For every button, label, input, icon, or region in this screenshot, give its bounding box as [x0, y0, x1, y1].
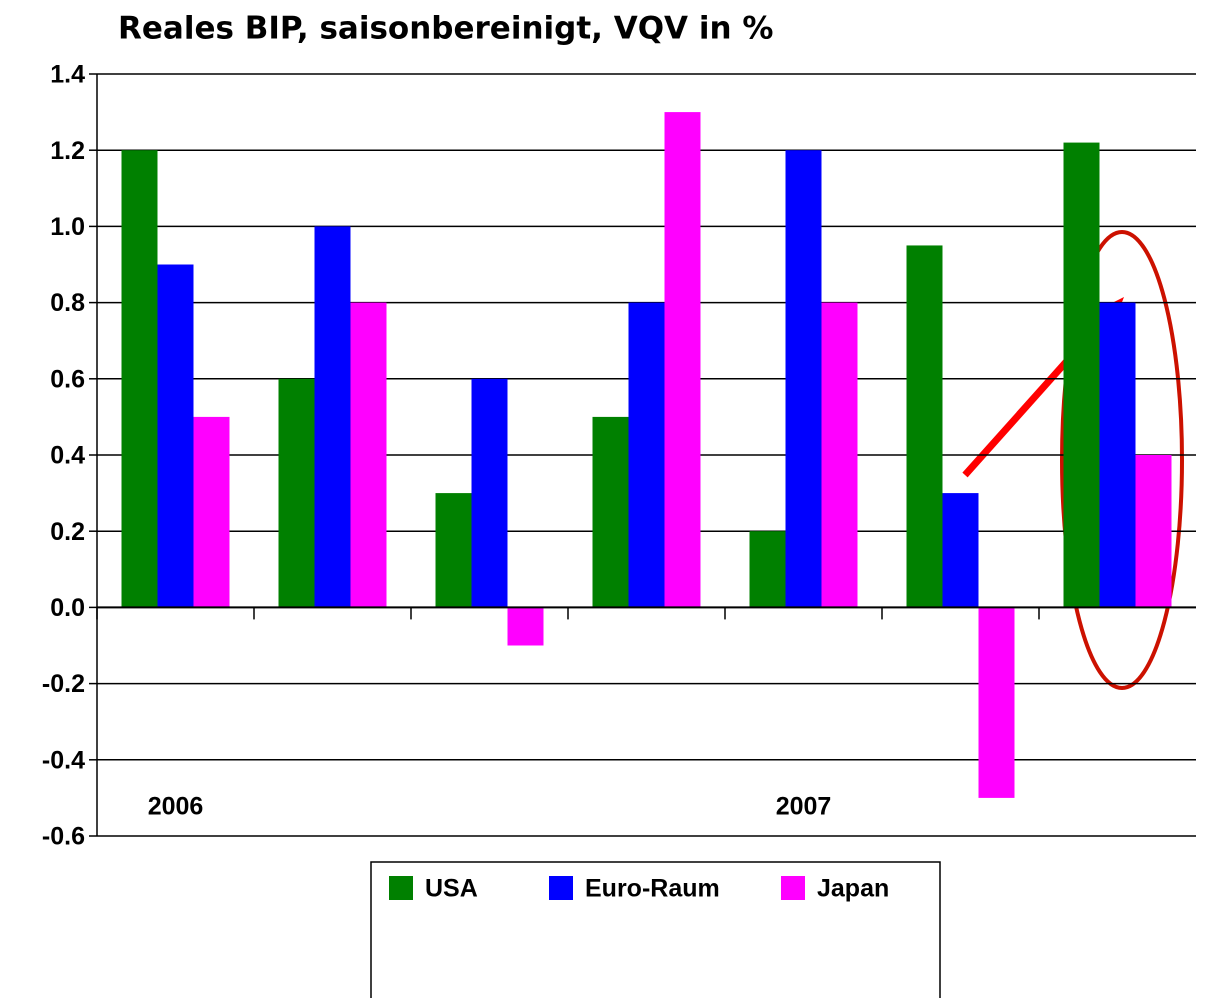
bar	[592, 416, 629, 608]
legend-label: Euro-Raum	[585, 875, 720, 903]
bar	[749, 531, 786, 608]
bar	[664, 112, 701, 608]
bar	[314, 226, 351, 608]
bar	[785, 150, 822, 608]
y-tick-label: 1.4	[50, 61, 85, 89]
highlight-ellipse	[1060, 230, 1184, 690]
x-tick-label: 2006	[148, 793, 204, 821]
y-tick-label: -0.4	[42, 746, 85, 774]
bar	[435, 493, 472, 608]
y-tick-label: 0.4	[50, 442, 85, 470]
y-tick-label: 0.0	[50, 594, 85, 622]
bar	[157, 264, 194, 608]
y-tick-label: 0.2	[50, 518, 85, 546]
bar	[278, 378, 315, 608]
bar	[821, 302, 858, 608]
chart-title: Reales BIP, saisonbereinigt, VQV in %	[118, 11, 773, 47]
bar	[906, 245, 943, 608]
y-tick-label: 1.2	[50, 137, 85, 165]
bar	[942, 493, 979, 608]
bar	[1099, 302, 1136, 608]
bar	[471, 378, 508, 608]
legend-label: Japan	[817, 875, 889, 903]
bar	[1135, 455, 1172, 608]
bar	[628, 302, 665, 608]
y-tick-label: -0.2	[42, 670, 85, 698]
bar	[507, 607, 544, 646]
legend-swatch	[781, 876, 805, 900]
y-tick-label: -0.6	[42, 823, 85, 851]
legend-label: USA	[425, 875, 478, 903]
bar	[350, 302, 387, 608]
bar	[978, 607, 1015, 798]
y-tick-label: 1.0	[50, 213, 85, 241]
bar	[1063, 142, 1100, 608]
legend-swatch	[549, 876, 573, 900]
bar	[193, 416, 230, 608]
y-tick-label: 0.6	[50, 365, 85, 393]
legend-swatch	[389, 876, 413, 900]
legend-box	[370, 861, 941, 998]
x-tick-label: 2007	[776, 793, 832, 821]
y-tick-label: 0.8	[50, 289, 85, 317]
bar	[121, 150, 158, 608]
